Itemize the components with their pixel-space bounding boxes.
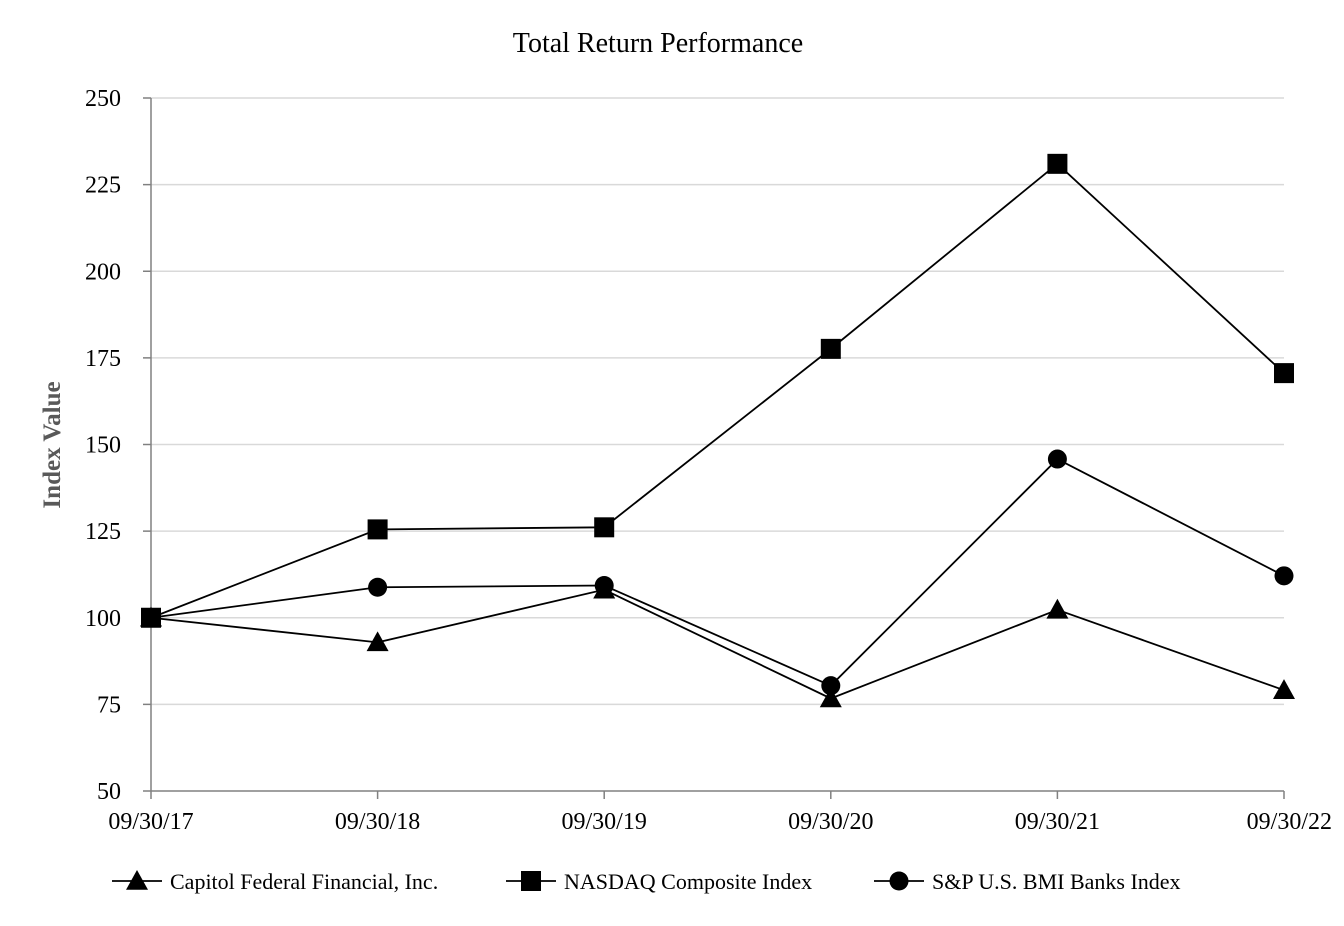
y-axis-label: Index Value (39, 381, 66, 508)
legend-label: NASDAQ Composite Index (564, 869, 812, 894)
data-point-circle (1047, 449, 1067, 469)
gridlines (151, 97, 1284, 706)
y-tick-label: 100 (85, 606, 121, 632)
chart-title: Total Return Performance (513, 28, 803, 59)
data-point-triangle (819, 687, 842, 708)
series-line (150, 588, 1285, 700)
y-tick-label: 225 (85, 173, 121, 199)
legend: Capitol Federal Financial, Inc. NASDAQ Co… (112, 869, 1181, 894)
y-tick-label: 150 (85, 433, 121, 459)
series-line (150, 457, 1285, 687)
x-tick-label: 09/30/21 (1015, 809, 1100, 835)
data-point-square (1274, 363, 1294, 384)
data-point-triangle (366, 631, 389, 652)
legend-entry: Capitol Federal Financial, Inc. (112, 869, 438, 894)
series-triangle (140, 578, 1295, 708)
y-tick-label: 175 (85, 346, 121, 372)
data-point-square (820, 338, 841, 359)
x-tick-label: 09/30/18 (335, 809, 420, 835)
y-tick-label: 250 (85, 86, 121, 112)
data-point-circle (594, 576, 614, 596)
axes: 50 75 100 125 150 175 200 225 250 09/30/17 09/30/1… (85, 86, 1332, 835)
y-tick-label: 200 (85, 259, 121, 285)
y-tick-label: 125 (85, 519, 121, 545)
x-tick-label: 09/30/22 (1247, 809, 1332, 835)
legend-label: S&P U.S. BMI Banks Index (932, 869, 1181, 894)
legend-marker-circle (889, 871, 909, 891)
series-square (141, 153, 1294, 628)
data-point-square (367, 519, 388, 540)
legend-marker-square (521, 871, 541, 891)
legend-entry: NASDAQ Composite Index (506, 869, 812, 894)
legend-marker-triangle (126, 870, 148, 890)
data-point-circle (1274, 566, 1294, 586)
series-line (150, 162, 1285, 619)
legend-label: Capitol Federal Financial, Inc. (170, 869, 438, 894)
data-point-triangle (1046, 598, 1069, 619)
y-tick-label: 50 (97, 779, 121, 805)
x-tick-label: 09/30/19 (562, 809, 647, 835)
data-point-square (594, 517, 615, 538)
data-point-square (1047, 153, 1068, 174)
data-point-circle (141, 608, 161, 628)
series-lines (140, 153, 1295, 708)
x-tick-label: 09/30/17 (108, 809, 193, 835)
data-point-triangle (1273, 679, 1295, 699)
data-point-circle (368, 577, 388, 597)
x-tick-label: 09/30/20 (788, 809, 873, 835)
series-circle (141, 449, 1294, 696)
legend-entry: S&P U.S. BMI Banks Index (874, 869, 1181, 894)
data-point-circle (821, 676, 841, 696)
y-tick-label: 75 (97, 692, 121, 718)
